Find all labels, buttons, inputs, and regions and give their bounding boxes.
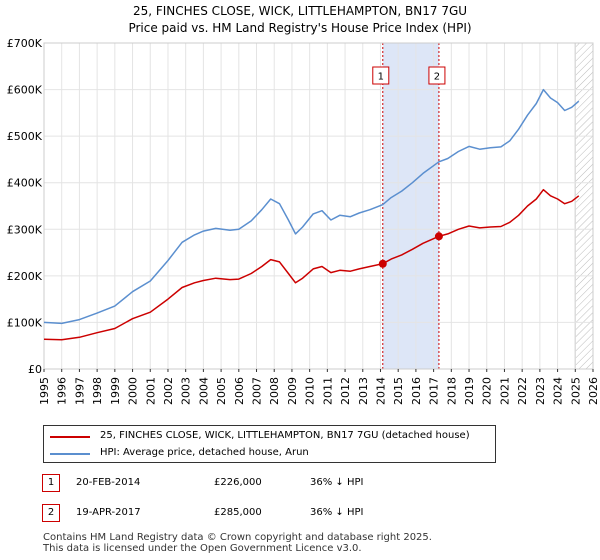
x-tick-label: 2025 (569, 377, 582, 405)
chart-subtitle: Price paid vs. HM Land Registry's House … (128, 21, 472, 35)
chart-title: 25, FINCHES CLOSE, WICK, LITTLEHAMPTON, … (132, 4, 468, 18)
x-tick-label: 1995 (38, 377, 51, 405)
x-tick-label: 2005 (215, 377, 228, 405)
y-tick-label: £200K (7, 270, 43, 283)
x-tick-label: 1999 (109, 377, 122, 405)
transaction-date: 19-APR-2017 (76, 507, 141, 518)
x-tick-label: 2023 (534, 377, 547, 405)
plot-frame (43, 42, 594, 370)
legend: 25, FINCHES CLOSE, WICK, LITTLEHAMPTON, … (43, 425, 496, 463)
x-tick-label: 1997 (73, 377, 86, 405)
x-tick-label: 2006 (233, 377, 246, 405)
x-tick-label: 2017 (428, 377, 441, 405)
transaction-price: £226,000 (214, 477, 262, 488)
y-tick-label: £500K (7, 130, 43, 143)
legend-label-property: 25, FINCHES CLOSE, WICK, LITTLEHAMPTON, … (100, 430, 470, 441)
price-chart: 1 2 £0 £100K £200K £300K £400K £500K £600K £700K 1… (7, 37, 600, 405)
plot-area (44, 43, 593, 369)
y-tick-label: £700K (7, 37, 43, 50)
transaction-hpi-diff: 36% ↓ HPI (310, 477, 364, 488)
y-tick-label: £100K (7, 316, 43, 329)
x-tick-label: 2010 (304, 377, 317, 405)
x-tick-label: 2019 (463, 377, 476, 405)
x-tick-label: 2001 (144, 377, 157, 405)
footer-copyright: Contains HM Land Registry data © Crown c… (43, 532, 432, 543)
x-tick-label: 2018 (445, 377, 458, 405)
x-tick-label: 2011 (321, 377, 334, 405)
transaction-badge: 1 (42, 474, 60, 492)
sale-label-box (372, 66, 390, 85)
sale-label: 2 (434, 72, 440, 83)
sale-period-shade (382, 43, 439, 369)
transaction-badge: 2 (42, 504, 60, 522)
property-series-line (43, 188, 580, 341)
x-tick-label: 2007 (251, 377, 264, 405)
x-tick-label: 2012 (339, 377, 352, 405)
sale-point (378, 259, 387, 268)
y-tick-label: £300K (7, 223, 43, 236)
x-tick-label: 2000 (127, 377, 140, 405)
footer-license: This data is licensed under the Open Gov… (43, 543, 362, 554)
x-tick-label: 2009 (286, 377, 299, 405)
sale-label: 1 (378, 72, 384, 83)
x-tick-label: 1998 (91, 377, 104, 405)
legend-swatch-hpi (50, 453, 90, 455)
y-tick-label: £0 (28, 363, 42, 376)
x-tick-label: 2002 (162, 377, 175, 405)
forecast-hatch (575, 43, 593, 369)
x-tick-label: 2004 (197, 377, 210, 405)
transaction-price: £285,000 (214, 507, 262, 518)
hpi-series-line (43, 88, 580, 325)
x-tick-label: 2003 (180, 377, 193, 405)
transaction-hpi-diff: 36% ↓ HPI (310, 507, 364, 518)
sale-label-box (428, 66, 446, 85)
x-tick-label: 2022 (516, 377, 529, 405)
x-tick-label: 2020 (481, 377, 494, 405)
x-tick-label: 2016 (410, 377, 423, 405)
y-tick-label: £600K (7, 84, 43, 97)
legend-swatch-property (50, 436, 90, 438)
x-tick-label: 2013 (357, 377, 370, 405)
x-tick-label: 2024 (552, 377, 565, 405)
legend-label-hpi: HPI: Average price, detached house, Arun (100, 447, 309, 458)
x-tick-label: 2026 (587, 377, 600, 405)
x-tick-label: 2008 (268, 377, 281, 405)
x-tick-label: 2015 (392, 377, 405, 405)
x-tick-label: 2021 (498, 377, 511, 405)
y-tick-label: £400K (7, 177, 43, 190)
x-tick-label: 1996 (56, 377, 69, 405)
sale-point (434, 232, 443, 241)
transaction-date: 20-FEB-2014 (76, 477, 141, 488)
x-tick-label: 2014 (374, 377, 387, 405)
